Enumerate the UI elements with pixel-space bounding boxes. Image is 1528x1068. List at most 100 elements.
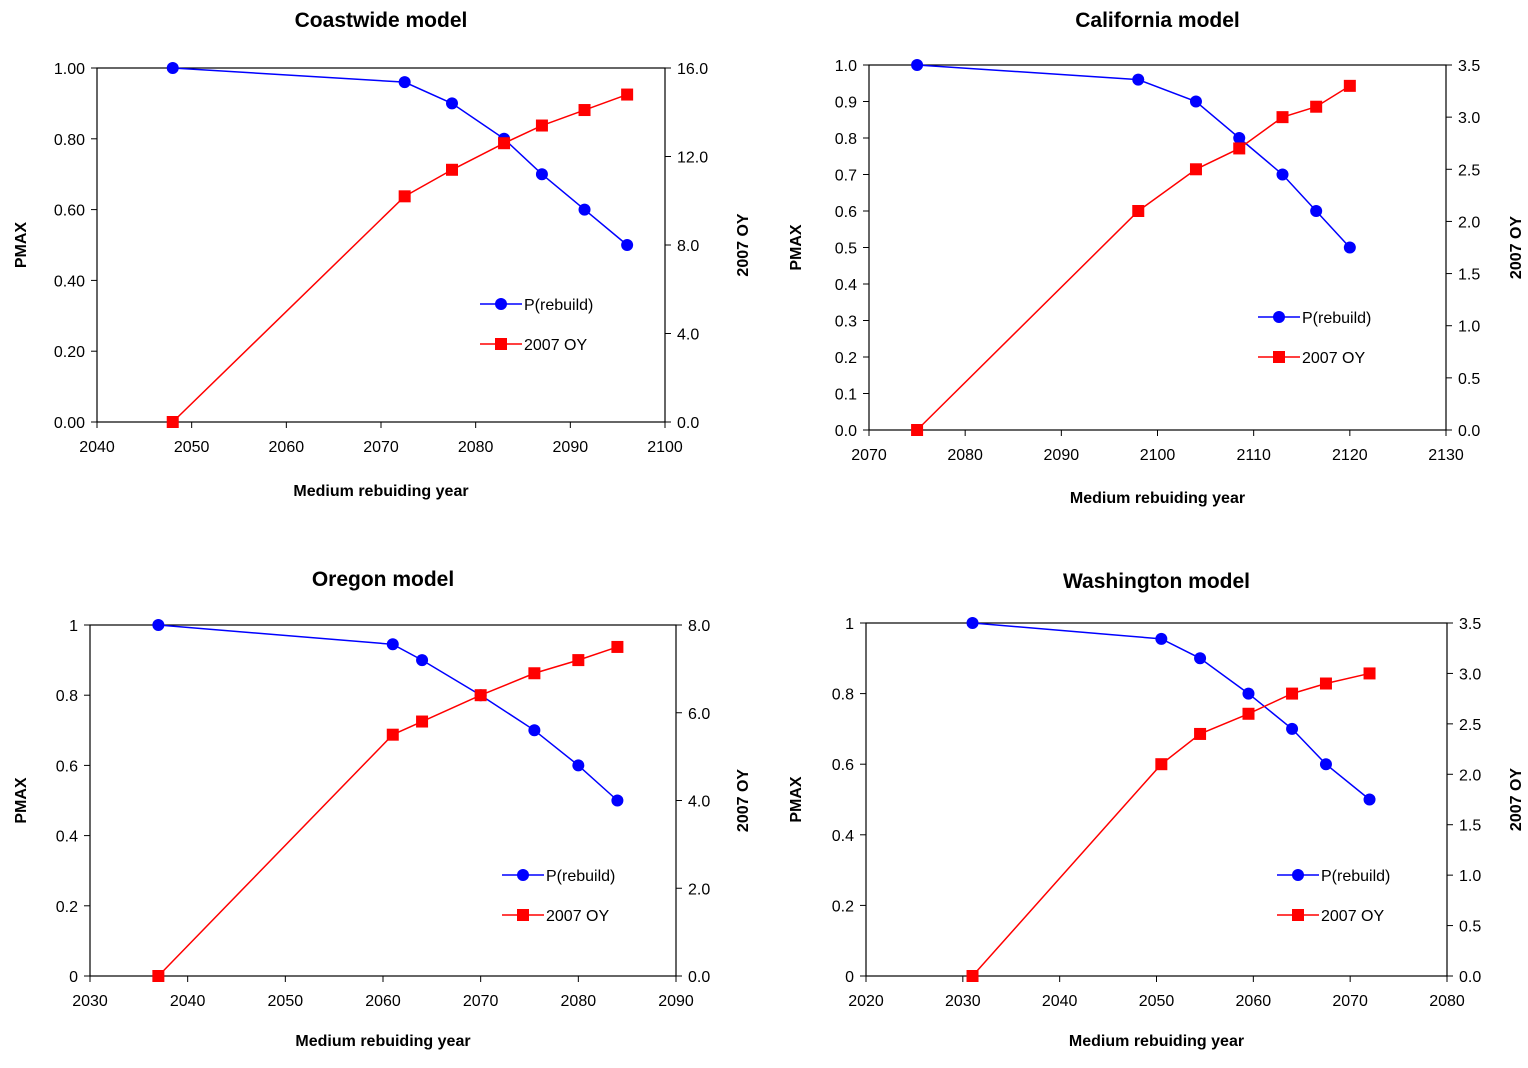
x-tick-label: 2070 <box>851 447 887 464</box>
y-tick-label: 0 <box>845 969 854 986</box>
y2-axis-label: 2007 OY <box>1508 768 1525 831</box>
y2-tick-label: 6.0 <box>688 706 710 723</box>
p-rebuild-point <box>386 638 399 651</box>
x-axis-label: Medium rebuiding year <box>293 483 468 500</box>
p-rebuild-point <box>611 794 624 807</box>
legend-label: 2007 OY <box>1302 350 1365 367</box>
y-tick-label: 0.5 <box>835 241 857 258</box>
legend-label: 2007 OY <box>524 337 587 354</box>
oy-point <box>152 970 165 982</box>
y-axis-label: PMAX <box>788 224 805 271</box>
y-tick-label: 0.00 <box>54 415 85 432</box>
y2-tick-label: 0.5 <box>1459 919 1481 936</box>
p-rebuild-point <box>416 654 429 667</box>
p-rebuild-point <box>911 59 924 71</box>
y-tick-label: 0.2 <box>56 899 78 916</box>
legend-circle-marker <box>495 298 507 310</box>
y-tick-label: 0.0 <box>835 423 857 440</box>
y-tick-label: 0.40 <box>54 273 85 290</box>
y2-tick-label: 3.0 <box>1459 666 1481 683</box>
legend-label: P(rebuild) <box>546 868 615 885</box>
x-tick-label: 2100 <box>647 439 683 456</box>
x-tick-label: 2080 <box>458 439 494 456</box>
plot-frame <box>868 64 1447 431</box>
p-rebuild-point <box>1194 652 1207 665</box>
y-tick-label: 0.60 <box>54 203 85 220</box>
x-tick-label: 2110 <box>1236 447 1271 464</box>
chart-panel-4: Washington model 2020 2030 2040 2050 2060 2070… <box>788 570 1525 1050</box>
chart-panel-1: Coastwide model 2040 2050 2060 2070 2080 2090 2… <box>13 9 752 500</box>
oy-point <box>578 104 591 117</box>
x-tick-label: 2090 <box>1044 447 1080 464</box>
oy-point <box>446 163 458 176</box>
x-tick-label: 2100 <box>1140 447 1176 464</box>
x-tick-label: 2030 <box>945 993 981 1010</box>
legend-label: 2007 OY <box>546 908 609 925</box>
oy-point <box>1310 100 1323 113</box>
p-rebuild-point <box>1363 793 1376 806</box>
x-tick-label: 2040 <box>170 993 206 1010</box>
x-tick-label: 2070 <box>363 439 399 456</box>
y-tick-label: 0.4 <box>56 829 78 846</box>
x-tick-label: 2130 <box>1428 447 1464 464</box>
x-tick-label: 2060 <box>365 993 401 1010</box>
y2-tick-label: 1.0 <box>1458 319 1480 336</box>
y2-tick-label: 0.5 <box>1458 371 1480 388</box>
x-tick-label: 2060 <box>1236 993 1272 1010</box>
oy-point <box>1276 111 1289 124</box>
oy-point <box>572 654 585 667</box>
x-tick-label: 2070 <box>463 993 499 1010</box>
y-tick-label: 0.4 <box>835 277 857 294</box>
legend-square-marker <box>1292 909 1304 921</box>
y-axis-label: PMAX <box>788 776 805 823</box>
p-rebuild-point <box>446 97 458 110</box>
y2-tick-label: 4.0 <box>677 327 699 344</box>
y-tick-label: 1 <box>69 618 78 635</box>
y2-tick-label: 4.0 <box>688 794 710 811</box>
p-rebuild-point <box>1189 95 1202 108</box>
p-rebuild-point <box>152 619 165 631</box>
y2-tick-label: 2.5 <box>1459 717 1481 734</box>
oy-point <box>621 88 634 101</box>
oy-point <box>528 667 541 680</box>
y2-tick-label: 0.0 <box>1458 423 1480 440</box>
y-tick-label: 1.0 <box>835 58 857 75</box>
p-rebuild-point <box>1242 687 1255 700</box>
oy-point <box>498 137 511 150</box>
chart-title: Oregon model <box>312 568 454 591</box>
p-rebuild-point <box>572 759 585 772</box>
oy-point <box>386 728 399 741</box>
y-tick-label: 0.8 <box>832 687 854 704</box>
oy-point <box>416 715 429 728</box>
p-rebuild-point <box>1310 205 1323 217</box>
x-tick-label: 2080 <box>561 993 597 1010</box>
oy-point <box>1155 758 1168 771</box>
legend-label: P(rebuild) <box>524 297 593 314</box>
chart-title: Washington model <box>1063 570 1250 593</box>
oy-point <box>1286 687 1299 700</box>
y-tick-label: 0.2 <box>835 350 857 367</box>
chart-panel-3: Oregon model 2030 2040 2050 2060 2070 2080 2090… <box>13 568 752 1050</box>
oy-point <box>1189 163 1202 176</box>
p-rebuild-point <box>535 168 548 181</box>
y-axis-label: PMAX <box>13 222 30 269</box>
oy-point <box>166 416 179 428</box>
y-tick-label: 0.3 <box>835 314 857 331</box>
p-rebuild-point <box>1286 722 1299 735</box>
x-tick-label: 2090 <box>553 439 589 456</box>
y2-tick-label: 12.0 <box>677 150 708 167</box>
y2-tick-label: 0.0 <box>677 415 699 432</box>
y-tick-label: 0.6 <box>56 758 78 775</box>
x-tick-label: 2080 <box>1429 993 1465 1010</box>
legend-square-marker <box>495 338 507 350</box>
y2-tick-label: 1.0 <box>1459 868 1481 885</box>
oy-point <box>1319 677 1332 690</box>
y-tick-label: 1 <box>845 616 854 633</box>
p-rebuild-point <box>621 239 634 251</box>
series-line-p-rebuild <box>917 64 1351 249</box>
y2-tick-label: 2.5 <box>1458 162 1480 179</box>
x-tick-label: 2060 <box>269 439 305 456</box>
y-tick-label: 0.8 <box>56 688 78 705</box>
y-tick-label: 0.7 <box>835 168 857 185</box>
